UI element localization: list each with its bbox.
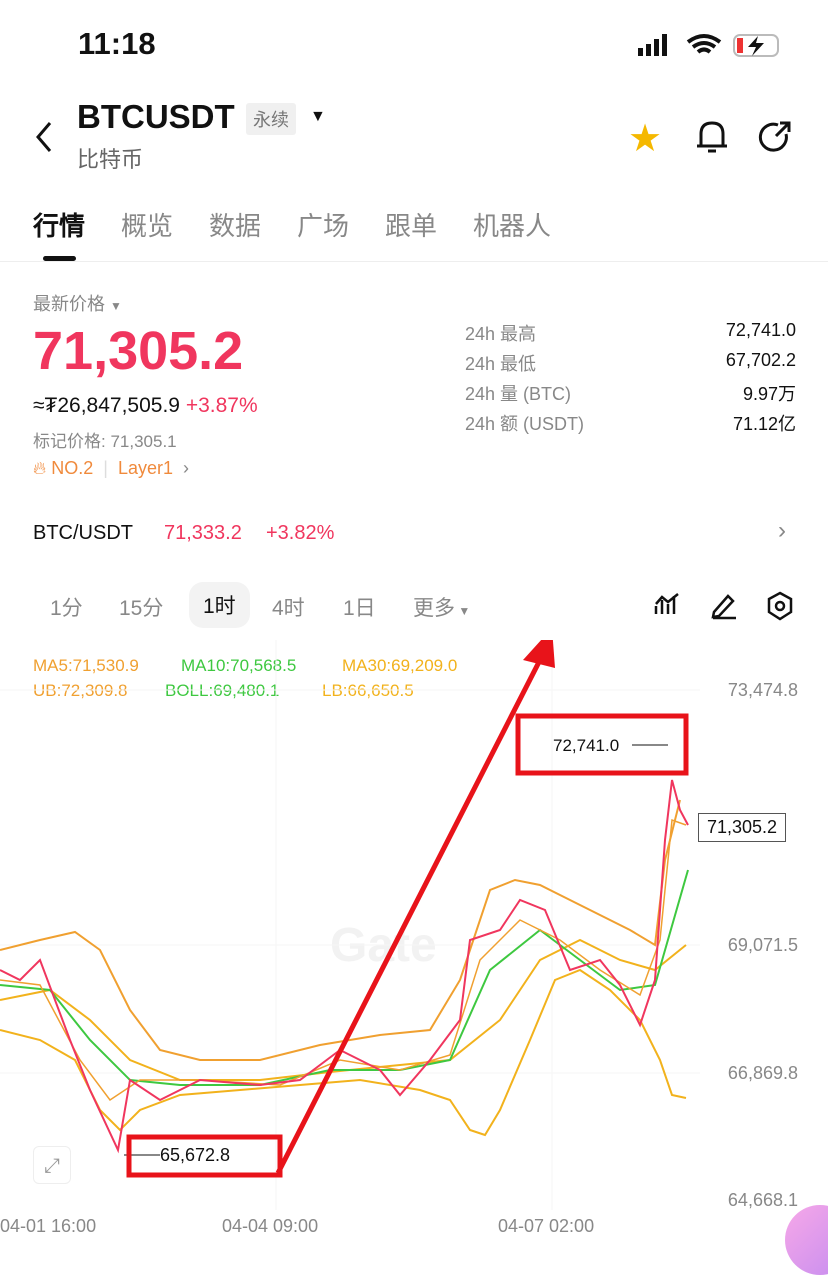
chevron-right-icon: › xyxy=(778,517,786,544)
stat-amount-label: 24h 额 (USDT) xyxy=(465,414,585,434)
y-tick: 64,668.1 xyxy=(727,1190,798,1210)
x-tick: 04-04 09:00 xyxy=(222,1216,319,1236)
price-label[interactable]: 最新价格 ▼ xyxy=(33,290,122,316)
fiat-price: ≈₮26,847,505.9 xyxy=(33,394,180,417)
tf-15m[interactable]: 15分 xyxy=(119,597,164,620)
tf-1d[interactable]: 1日 xyxy=(343,597,376,620)
spot-row[interactable]: BTC/USDT 71,333.2 +3.82% › xyxy=(0,505,828,561)
stat-high-value: 72,741.0 xyxy=(725,320,796,340)
draw-pencil-icon[interactable] xyxy=(710,592,738,620)
chevron-right-icon: › xyxy=(178,458,190,478)
stat-low-label: 24h 最低 xyxy=(465,354,537,374)
settings-hexagon-icon[interactable] xyxy=(766,591,794,621)
ma30-value: MA30:69,209.0 xyxy=(342,656,458,675)
perpetual-badge: 永续 xyxy=(246,103,296,135)
tab-overview[interactable]: 概览 xyxy=(121,211,174,241)
low-annotation-box xyxy=(126,1134,283,1178)
price-candles xyxy=(0,779,689,1154)
price-label-text: 最新价格 xyxy=(33,294,105,314)
tf-more[interactable]: 更多 ▼ xyxy=(413,592,470,622)
tab-bar: 行情 概览 数据 广场 跟单 机器人 xyxy=(0,200,828,262)
share-icon[interactable] xyxy=(758,120,794,156)
stat-vol-value: 9.97万 xyxy=(742,384,796,404)
ma10-value: MA10:70,568.5 xyxy=(181,656,297,675)
spot-pair: BTC/USDT xyxy=(33,522,133,544)
status-icons xyxy=(638,34,779,57)
price-change: +3.87% xyxy=(185,394,258,417)
sector-tag: Layer1 xyxy=(117,458,174,478)
bell-icon[interactable] xyxy=(695,118,729,156)
ma5-value: MA5:71,530.9 xyxy=(33,656,139,675)
status-time: 11:18 xyxy=(78,26,156,61)
boll-lower-line xyxy=(0,968,687,1137)
battery-icon xyxy=(733,34,779,57)
tf-1h[interactable]: 1时 xyxy=(189,582,250,628)
caret-icon: ▼ xyxy=(455,604,471,618)
x-tick: 04-01 16:00 xyxy=(0,1216,97,1236)
caret-icon: ▼ xyxy=(110,299,122,313)
trend-arrow-head-icon xyxy=(523,640,555,668)
stat-amount-value: 71.12亿 xyxy=(732,414,796,434)
tab-bots[interactable]: 机器人 xyxy=(473,211,552,241)
x-tick: 04-07 02:00 xyxy=(498,1216,595,1236)
low-label: 65,672.8 xyxy=(160,1145,231,1165)
approx-price: ≈₮26,847,505.9 +3.87% xyxy=(33,394,258,418)
boll-upper-line xyxy=(0,799,681,1061)
fullscreen-expand-icon[interactable]: ⤢ xyxy=(33,1146,71,1184)
last-price: 71,305.2 xyxy=(33,321,244,381)
wifi-icon xyxy=(686,34,722,54)
tab-square[interactable]: 广场 xyxy=(297,211,350,241)
stat-vol-label: 24h 量 (BTC) xyxy=(465,384,572,404)
y-tick: 69,071.5 xyxy=(727,935,798,955)
trend-arrow-line xyxy=(275,658,543,1175)
symbol-subtitle: 比特币 xyxy=(77,147,144,172)
rank-tags[interactable]: 🔥︎ NO.2 | Layer1 › xyxy=(33,458,190,478)
mark-price: 标记价格: 71,305.1 xyxy=(33,432,177,451)
high-label: 72,741.0 xyxy=(553,736,620,755)
spot-change: +3.82% xyxy=(266,522,335,544)
ma30-line xyxy=(0,938,687,1081)
tf-more-label: 更多 xyxy=(413,597,455,620)
star-icon[interactable]: ★ xyxy=(628,118,663,160)
indicator-icon[interactable] xyxy=(654,592,682,618)
tf-1m[interactable]: 1分 xyxy=(50,597,83,620)
high-annotation-box xyxy=(515,713,689,776)
signal-icon xyxy=(638,34,667,56)
back-icon[interactable] xyxy=(34,120,54,154)
rank: NO.2 xyxy=(51,458,94,478)
stat-low-value: 67,702.2 xyxy=(725,350,796,370)
current-price-tag: 71,305.2 xyxy=(698,813,787,842)
kline-chart[interactable] xyxy=(0,640,828,1229)
tab-market[interactable]: 行情 xyxy=(33,211,86,241)
stat-high-label: 24h 最高 xyxy=(465,324,537,344)
tab-data[interactable]: 数据 xyxy=(209,211,262,241)
y-tick: 66,869.8 xyxy=(727,1063,798,1083)
ma5-line xyxy=(0,818,687,1102)
spot-price: 71,333.2 xyxy=(164,522,242,544)
tab-copy[interactable]: 跟单 xyxy=(385,211,438,241)
dropdown-icon[interactable]: ▼ xyxy=(310,108,326,125)
tab-indicator xyxy=(43,256,76,261)
y-tick: 73,474.8 xyxy=(727,680,798,700)
tf-4h[interactable]: 4时 xyxy=(272,597,305,620)
fire-icon: 🔥︎ xyxy=(33,458,47,478)
symbol-title[interactable]: BTCUSDT xyxy=(77,98,235,135)
